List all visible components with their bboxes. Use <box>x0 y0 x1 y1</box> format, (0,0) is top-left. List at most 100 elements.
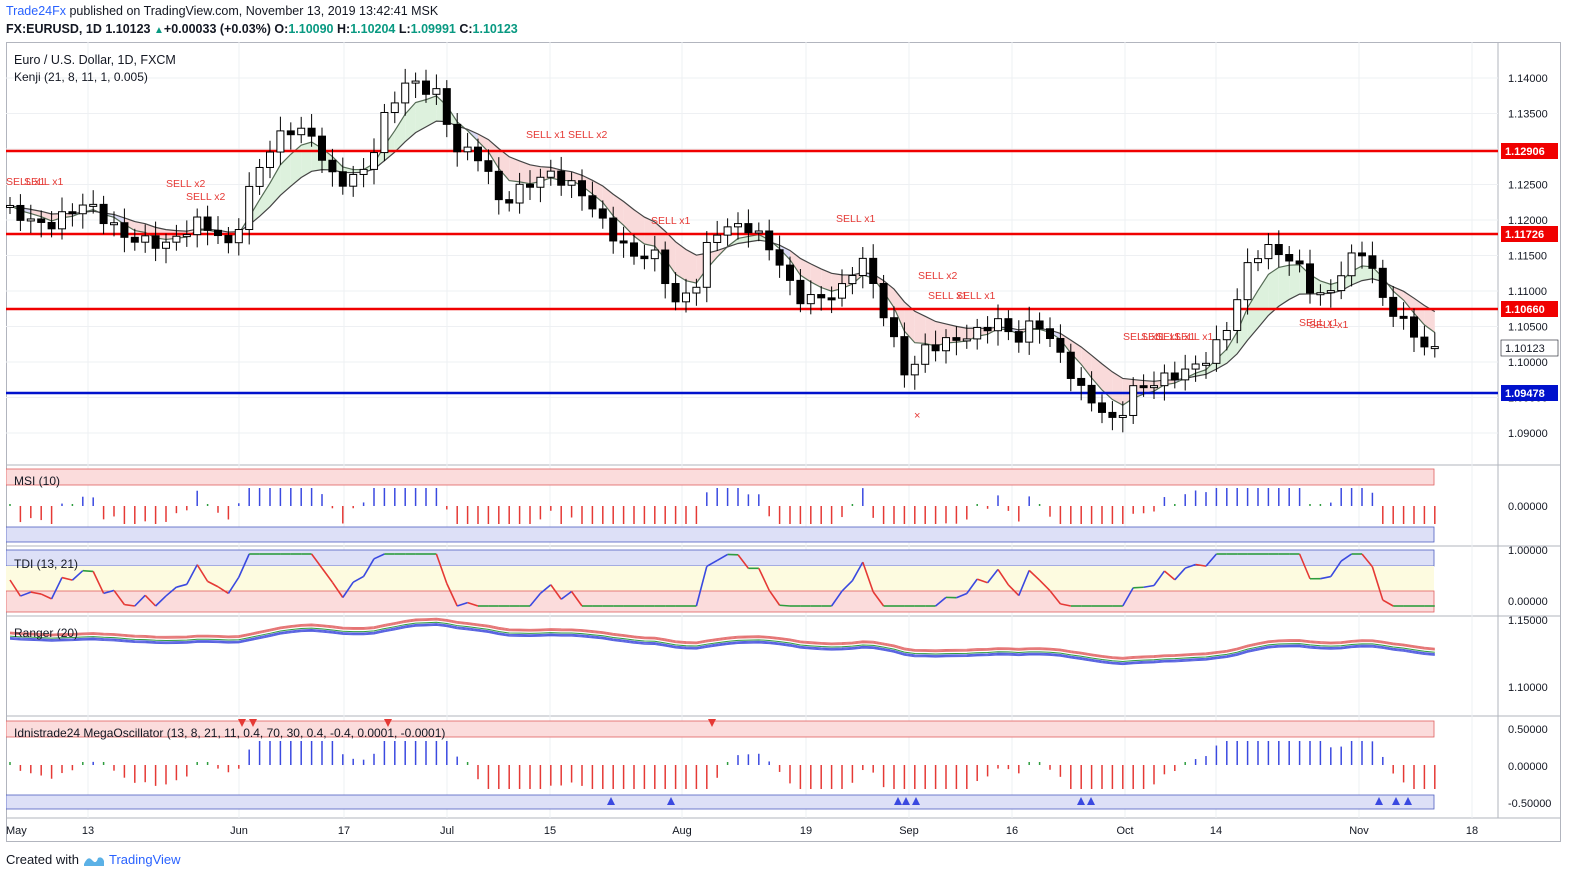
candle-body <box>973 326 982 340</box>
sell-signal-label: SELL x1 <box>1174 331 1213 343</box>
candle-body <box>266 151 274 168</box>
tdi-segment <box>9 579 22 597</box>
candle-body <box>494 170 503 201</box>
close-value: 1.10123 <box>472 22 518 36</box>
candle-body <box>1202 362 1210 366</box>
kenji-cloud-segment <box>634 209 645 245</box>
tdi-segment <box>1163 570 1176 581</box>
mega-histogram <box>9 719 1436 805</box>
candle-body <box>505 199 514 204</box>
low-value: 1.09991 <box>410 22 456 36</box>
candle-body <box>463 146 472 153</box>
tdi-segment <box>134 594 146 607</box>
tdi-segment <box>539 584 552 595</box>
tdi-segment <box>779 604 791 607</box>
candle-body <box>1087 384 1096 404</box>
tradingview-link[interactable]: TradingView <box>108 852 181 867</box>
tdi-segment <box>550 584 562 600</box>
kenji-cloud-segment <box>686 249 697 284</box>
candle-body <box>401 82 410 104</box>
candle-body <box>1160 372 1169 387</box>
level-badge-2-text: 1.11726 <box>1505 229 1544 241</box>
candle-body <box>682 292 690 303</box>
tdi-segment <box>737 554 750 569</box>
tdi-segment <box>1330 560 1342 578</box>
candle-body <box>411 80 420 84</box>
time-axis-label: 15 <box>544 825 556 837</box>
tdi-segment <box>1018 570 1030 596</box>
symbol-name: FX:EURUSD, 1D <box>6 22 102 36</box>
msi-histogram <box>9 488 1436 524</box>
candle-body <box>786 264 794 281</box>
sell-arrow-icon <box>384 719 392 727</box>
author-link[interactable]: Trade24Fx <box>6 4 66 18</box>
tdi-segment <box>124 603 135 607</box>
tdi-segment <box>1174 567 1186 581</box>
level-badge-3-text: 1.10660 <box>1505 304 1545 316</box>
mega-tick-neg: -0.50000 <box>1508 798 1551 810</box>
kenji-cloud-segment <box>602 185 614 216</box>
tdi-segment <box>695 566 708 607</box>
msi-label: MSI (10) <box>14 474 60 488</box>
candle-body <box>276 130 285 153</box>
ranger-tick-0: 1.10000 <box>1508 682 1548 694</box>
price-tick-label: 1.09000 <box>1508 428 1548 440</box>
time-axis-label: May <box>6 825 27 837</box>
level-badge-3: 1.10660 <box>1501 301 1558 317</box>
candle-body <box>1243 262 1252 301</box>
tdi-segment <box>956 592 968 599</box>
kenji-cloud-segment <box>1081 346 1092 378</box>
time-axis-label: Oct <box>1116 825 1133 837</box>
candle-body <box>1025 320 1034 343</box>
sell-signal-label: SELL x1 <box>956 290 995 302</box>
kenji-cloud-segment <box>1362 265 1373 281</box>
tdi-segment <box>966 578 978 594</box>
candle-body <box>942 337 950 352</box>
sell-signal-label: SELL x1 <box>24 176 63 188</box>
level-badge-4: 1.09478 <box>1501 385 1558 401</box>
candle-body <box>598 208 607 219</box>
candle-body <box>1295 260 1304 265</box>
kenji-cloud-segment <box>644 217 655 247</box>
price-axis[interactable]: 1.140001.135001.130001.125001.120001.115… <box>1508 73 1548 440</box>
ranger-line <box>9 624 1435 665</box>
chart-frame <box>6 42 1561 842</box>
candle-body <box>37 218 46 223</box>
candle-body <box>380 111 389 154</box>
kenji-cloud-segment <box>1070 340 1082 365</box>
candle-body <box>390 102 399 113</box>
tdi-segment <box>20 591 32 597</box>
tdi-segment <box>758 567 770 591</box>
tdi-middle-band <box>6 566 1434 591</box>
time-axis-label: Jul <box>440 825 454 837</box>
time-axis-label: 17 <box>338 825 350 837</box>
candle-body <box>1222 329 1231 341</box>
close-label: C: <box>459 22 473 36</box>
kenji-cloud-segment <box>290 145 302 187</box>
kenji-cloud-segment <box>394 114 406 153</box>
tdi-segment <box>851 561 864 582</box>
kenji-cloud-segment <box>426 95 437 127</box>
tdi-segment <box>186 564 198 585</box>
price-tick-label: 1.14000 <box>1508 73 1548 85</box>
kenji-cloud-segment <box>498 148 510 181</box>
mega-label: Idnistrade24 MegaOscillator (13, 8, 21, … <box>14 726 445 740</box>
candle-body <box>1077 377 1086 386</box>
mega-tick-0: 0.00000 <box>1508 761 1548 773</box>
candle-body <box>713 234 722 243</box>
candle-body <box>910 363 919 376</box>
candle-body <box>796 279 805 305</box>
time-axis[interactable]: May 13 Jun 17 Jul 15 Aug 19 Sep 16 Oct 14 Nov 18 <box>6 825 1478 837</box>
candle-body <box>318 135 326 161</box>
price-change: +0.00033 (+0.03%) <box>163 22 271 36</box>
candle-body <box>1181 368 1190 381</box>
candle-body <box>765 230 774 251</box>
candle-body <box>858 257 867 277</box>
sell-signal-label: SELL x2 <box>166 178 205 190</box>
candle-body <box>536 176 545 188</box>
candle-body <box>515 183 524 204</box>
kenji-cloud-segment <box>1247 290 1258 341</box>
level-badge-4-text: 1.09478 <box>1505 388 1545 400</box>
kenji-cloud-segment <box>582 175 593 194</box>
